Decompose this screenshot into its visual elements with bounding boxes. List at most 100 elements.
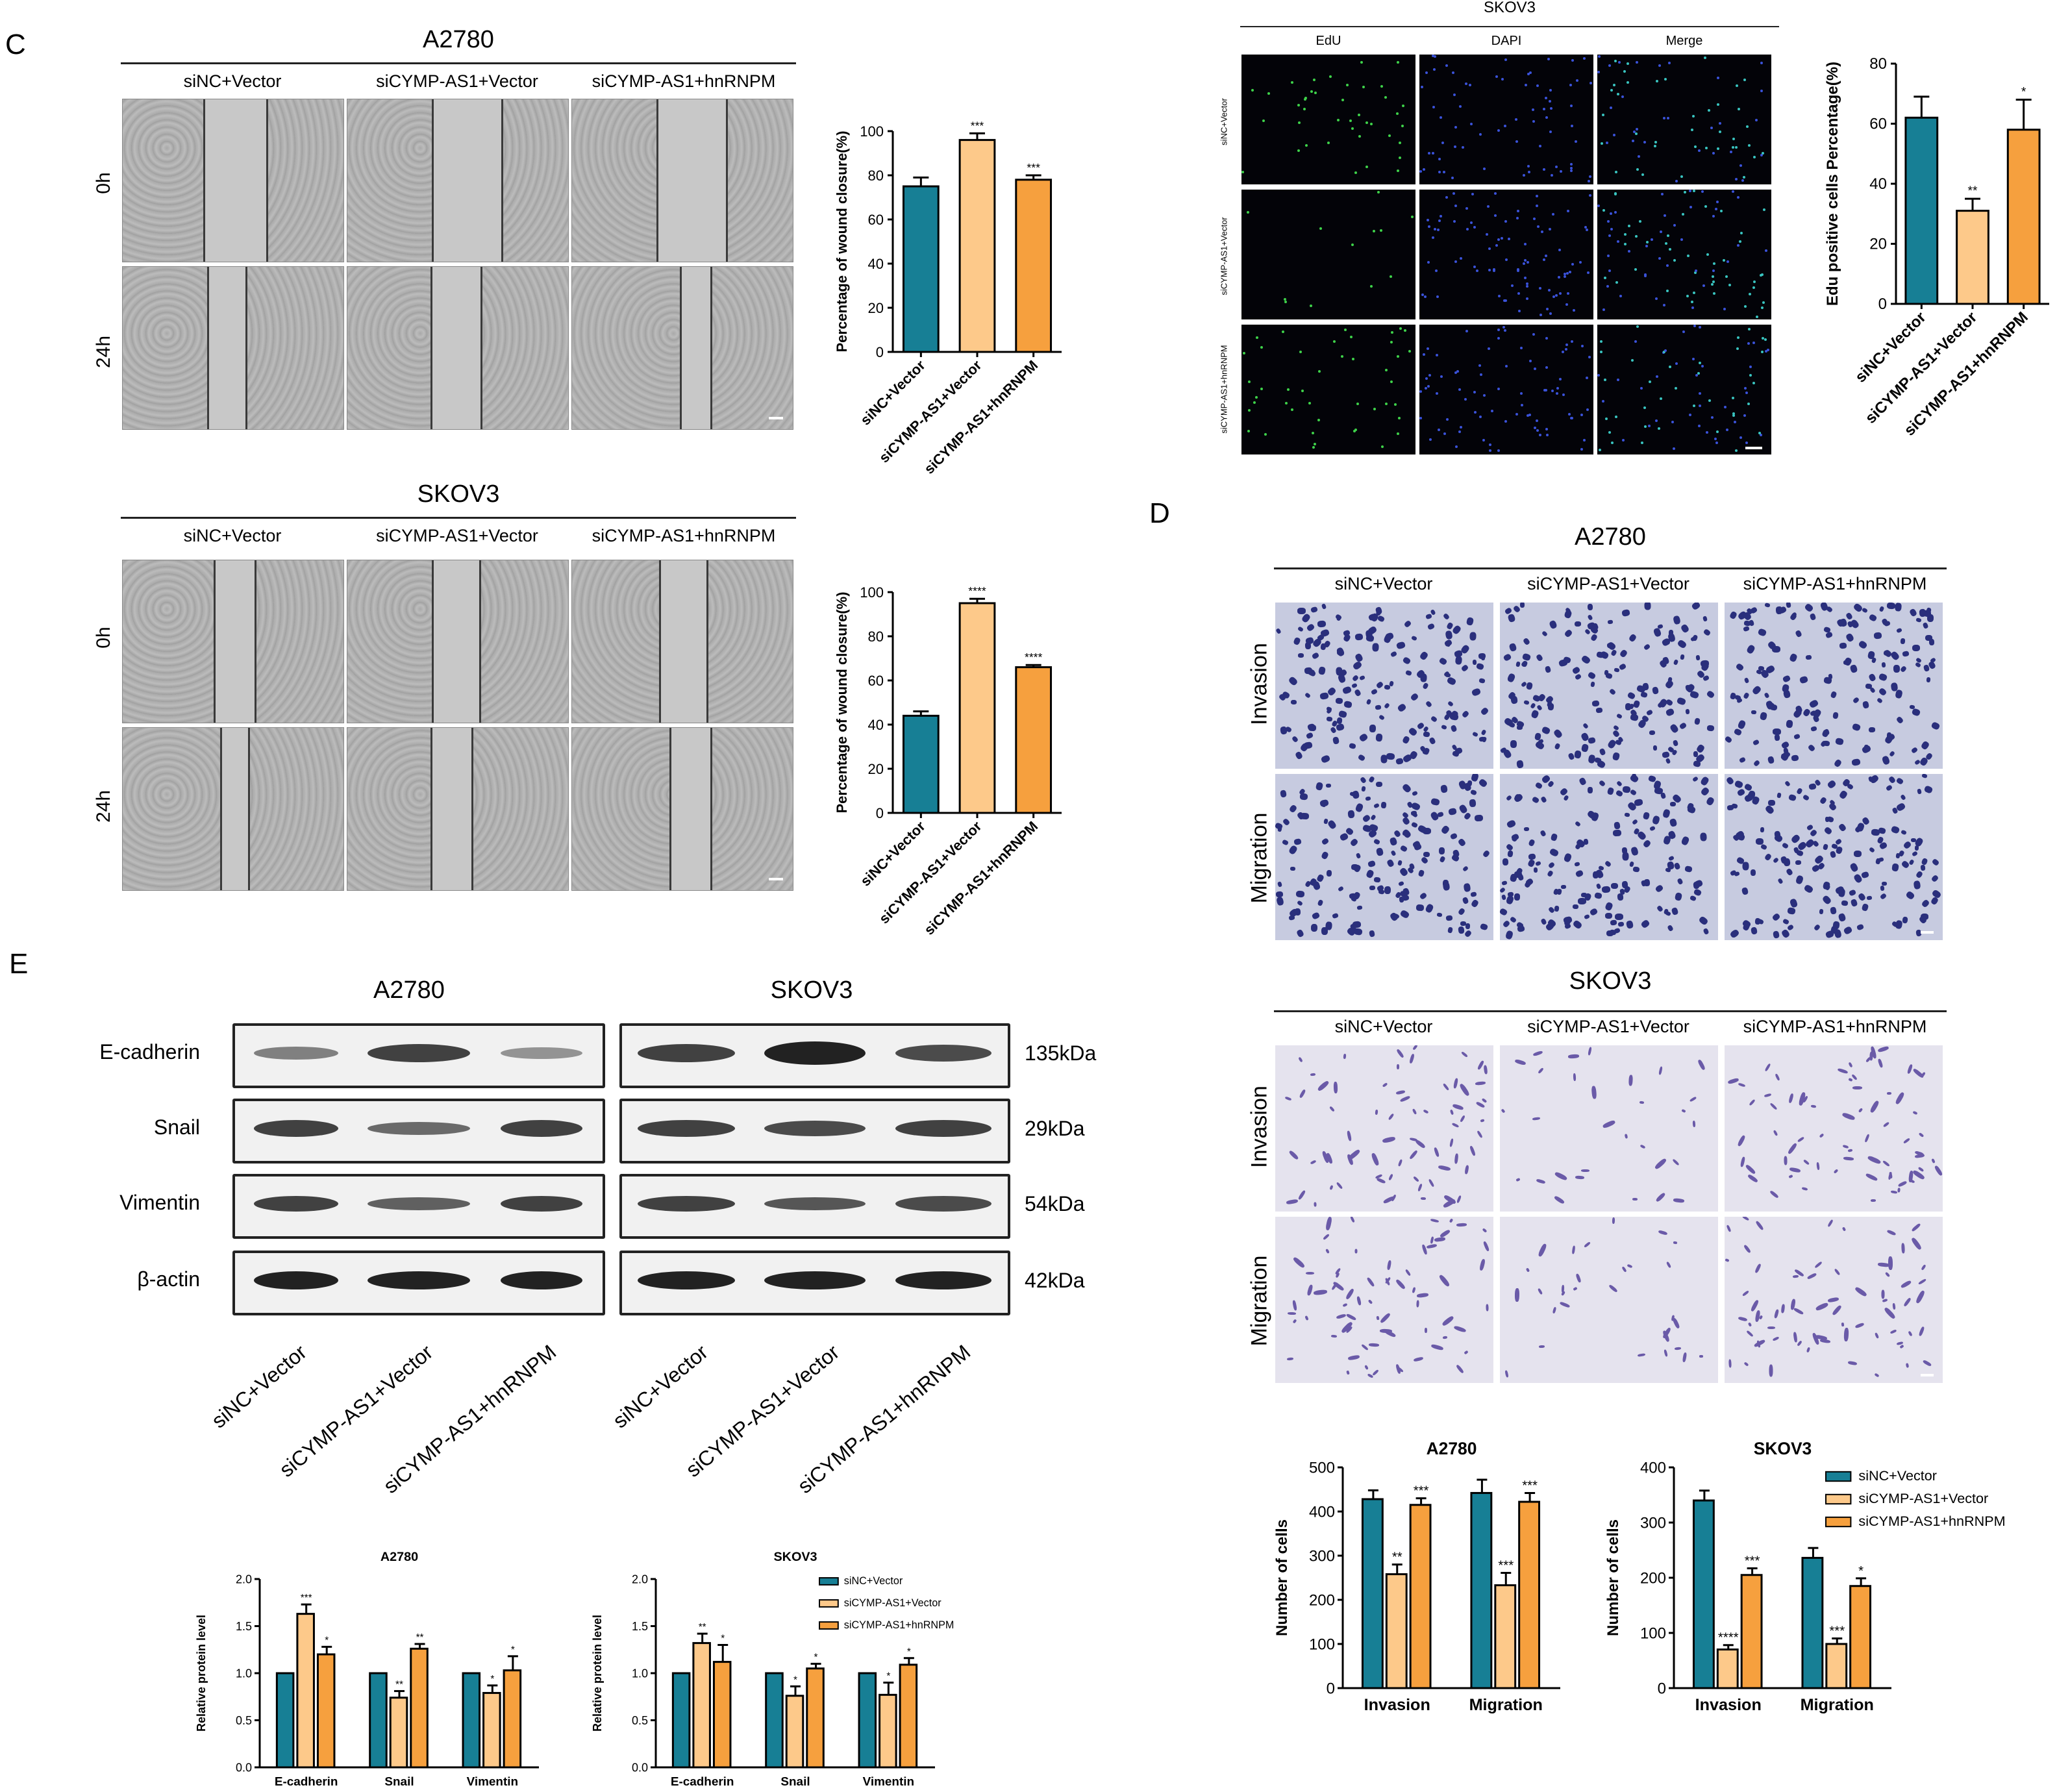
significance-label: *** [1745,1554,1760,1569]
stained-cell [1870,1199,1876,1202]
cell-nucleus [1486,233,1488,236]
stained-cell [1442,1083,1450,1091]
stained-cell [1450,724,1458,733]
stained-cell [1317,899,1324,906]
cell-nucleus [1748,328,1751,330]
wound-micrograph [571,99,793,262]
cell-nucleus [1251,89,1254,92]
y-tick-label: 80 [1869,55,1887,73]
stained-cell [1799,675,1809,684]
cell-nucleus [1432,106,1435,108]
cell-nucleus [1587,271,1590,274]
stained-cell [1774,734,1780,741]
stained-cell [1535,860,1541,867]
cell-nucleus [1571,125,1573,127]
wound-gap [432,560,481,723]
chart-title: A2780 [380,1550,418,1564]
stained-cell [1700,786,1710,797]
stained-cell [1351,682,1358,689]
stained-cell [1808,783,1817,790]
cell-nucleus [1243,352,1245,355]
cell-nucleus [1429,438,1432,441]
cell-nucleus [1564,275,1566,278]
cell-nucleus [1390,275,1392,278]
cell-nucleus [1308,402,1311,404]
stained-cell [1908,608,1918,617]
cell-nucleus [1756,316,1758,318]
cell-nucleus [1497,329,1500,331]
stained-cell [1582,723,1589,729]
cell-nucleus [1419,170,1422,173]
stained-cell [1537,1288,1543,1295]
x-tick-label: Snail [780,1775,810,1789]
cell-nucleus [1666,264,1669,267]
stained-cell [1327,819,1338,830]
cell-nucleus [1546,434,1549,436]
stained-cell [1451,1122,1460,1128]
cell-nucleus [1761,306,1764,309]
wound-micrograph [571,727,793,891]
stained-cell [1552,728,1564,740]
stained-cell [1408,727,1418,737]
stained-cell [1868,613,1878,623]
stained-cell [1700,832,1707,841]
stained-cell [1599,747,1606,756]
cell-nucleus [1523,174,1525,177]
stained-cell [1619,649,1628,658]
stained-cell [1607,619,1614,625]
stained-cell [1832,921,1840,930]
stained-cell [1691,603,1701,611]
wound-micrograph [122,727,344,891]
stained-cell [1571,1245,1576,1254]
cell-nucleus [1634,340,1637,343]
cell-nucleus [1758,432,1761,434]
stained-cell [1857,892,1867,902]
stained-cell [1469,1145,1477,1156]
stained-cell [1452,1103,1464,1111]
stained-cell [1772,646,1780,653]
cell-nucleus [1497,129,1500,132]
stained-cell [1847,1360,1858,1366]
bar [503,1669,522,1769]
cell-nucleus [1543,258,1545,261]
stained-cell [1449,832,1458,840]
cell-nucleus [1737,244,1739,247]
stained-cell [1854,1322,1865,1329]
stained-cell [1510,740,1517,748]
cell-nucleus [1256,336,1258,339]
cell-nucleus [1644,425,1647,428]
stained-cell [1544,666,1552,673]
cell-nucleus [1734,421,1736,423]
cell-nucleus [1728,284,1731,286]
legend-swatch [819,1577,839,1586]
cell-nucleus [1434,55,1436,58]
stained-cell [1365,869,1375,879]
stained-cell [1755,1220,1764,1231]
stained-cell [1931,858,1940,867]
cell-nucleus [1528,414,1531,416]
bar [316,1653,336,1769]
stained-cell [1288,1149,1299,1161]
stained-cell [1480,706,1490,716]
significance-label: *** [1414,1484,1429,1499]
bar [1849,1585,1872,1689]
stained-cell [1917,1166,1925,1173]
cell-nucleus [1264,433,1267,436]
stained-cell [1428,1178,1435,1188]
stained-cell [1833,758,1843,768]
cell-nucleus [1743,79,1746,81]
stained-cell [1689,895,1697,902]
stained-cell [1399,1095,1411,1103]
cell-nucleus [1545,97,1547,99]
stained-cell [1399,909,1410,919]
bar [410,1647,429,1769]
stained-cell [1743,625,1750,632]
stained-cell [1848,1077,1853,1082]
stained-cell [1640,919,1651,929]
stained-cell [1590,681,1595,688]
stained-cell [1851,758,1861,766]
stained-cell [1823,740,1830,747]
divider [1274,1010,1947,1012]
cell-nucleus [1312,432,1314,434]
stained-cell [1595,883,1602,890]
